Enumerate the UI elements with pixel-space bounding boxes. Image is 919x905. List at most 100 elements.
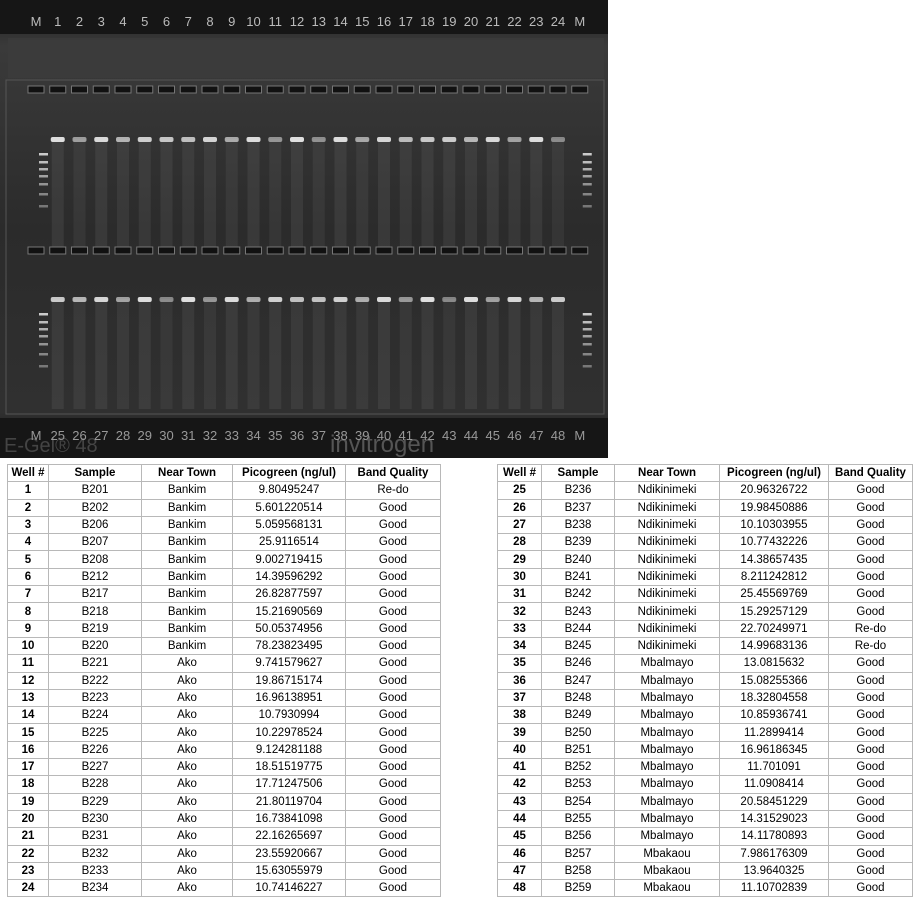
ladder-band <box>582 365 592 368</box>
lane-label: 19 <box>442 14 456 29</box>
lane-label: M <box>31 14 42 29</box>
smear <box>378 139 390 249</box>
table-cell: 4 <box>7 533 49 552</box>
smear <box>399 299 412 409</box>
table-cell: Ako <box>141 758 233 777</box>
band <box>398 297 413 302</box>
table-cell: 14.11780893 <box>719 827 829 846</box>
ladder-band <box>39 205 48 208</box>
table-cell: Good <box>828 654 913 673</box>
table-cell: 5.059568131 <box>232 515 346 535</box>
table-cell: 14.99683136 <box>719 636 829 656</box>
table-cell: 26.82877597 <box>232 585 346 604</box>
table-cell: 10.10303955 <box>719 515 829 535</box>
table-cell: B227 <box>48 758 142 777</box>
lane-label: M <box>574 14 585 29</box>
table-cell: Re-do <box>345 481 441 500</box>
table-cell: 14.39596292 <box>232 567 346 587</box>
lane-label: M <box>31 428 42 443</box>
table-cell: Mbakaou <box>614 879 720 898</box>
table-cell: 35 <box>497 654 542 673</box>
table-row: 30 B241 Ndikinimeki 8.211242812 Good <box>497 567 913 587</box>
band <box>50 137 65 142</box>
table-cell: 50.05374956 <box>232 619 346 638</box>
band <box>529 137 544 142</box>
table-row: 42 B253 Mbalmayo 11.0908414 Good <box>497 775 913 794</box>
table-cell: B249 <box>541 706 615 725</box>
smear <box>465 139 477 249</box>
lane-label: 24 <box>551 14 565 29</box>
brand-left: E-Gel® 48 <box>4 435 98 457</box>
well <box>506 246 523 255</box>
table-cell: 20 <box>7 809 49 829</box>
lane-label: 20 <box>464 14 478 29</box>
table-cell: 13.0815632 <box>719 654 829 673</box>
band <box>377 137 391 142</box>
table-cell: 10 <box>7 636 49 656</box>
well <box>484 85 502 94</box>
well <box>462 85 480 94</box>
lane-label: 3 <box>98 14 105 29</box>
ladder-band <box>582 328 592 331</box>
table-cell: Good <box>828 740 913 760</box>
table-cell: B255 <box>541 809 615 829</box>
table-cell: 41 <box>497 758 542 777</box>
smear <box>530 299 543 409</box>
table-row: 17 B227 Ako 18.51519775 Good <box>7 758 441 777</box>
table-cell: B248 <box>541 688 615 708</box>
table-cell: Good <box>828 723 913 742</box>
smear <box>247 139 260 249</box>
lane-label: 37 <box>312 428 326 443</box>
band <box>507 137 522 142</box>
column-header: Picogreen (ng/ul) <box>719 463 829 483</box>
table-cell: Good <box>828 844 913 863</box>
table-cell: 9 <box>7 619 49 638</box>
well <box>353 246 371 255</box>
table-cell: Good <box>345 723 441 742</box>
table-cell: 1 <box>7 481 49 500</box>
table-cell: Ako <box>141 740 233 760</box>
table-cell: Good <box>345 636 441 656</box>
table-cell: B253 <box>541 775 615 794</box>
table-cell: Good <box>345 809 441 829</box>
band <box>268 137 283 142</box>
lane-label: 25 <box>51 428 65 443</box>
table-cell: Good <box>345 567 441 587</box>
table-cell: B230 <box>48 809 142 829</box>
lane-label: 17 <box>399 14 413 29</box>
table-row: 19 B229 Ako 21.80119704 Good <box>7 792 441 811</box>
table-row: 28 B239 Ndikinimeki 10.77432226 Good <box>497 533 913 552</box>
table-row: 46 B257 Mbakaou 7.986176309 Good <box>497 844 913 863</box>
table-cell: B251 <box>541 740 615 760</box>
lane-label: M <box>574 428 585 443</box>
table-cell: Ako <box>141 706 233 725</box>
lane-label: 7 <box>185 14 192 29</box>
table-cell: 14 <box>7 706 49 725</box>
table-cell: Ndikinimeki <box>614 550 720 569</box>
table-cell: 3 <box>7 515 49 535</box>
table-cell: 22.16265697 <box>232 827 346 846</box>
table-cell: B212 <box>48 567 142 587</box>
table-cell: Ndikinimeki <box>614 585 720 604</box>
table-cell: B226 <box>48 740 142 760</box>
table-cell: 10.85936741 <box>719 706 829 725</box>
well <box>245 246 262 255</box>
band <box>159 137 174 142</box>
band <box>442 137 457 142</box>
lane-label: 40 <box>377 428 391 443</box>
table-cell: B252 <box>541 758 615 777</box>
table-row: 9 B219 Bankim 50.05374956 Good <box>7 619 441 638</box>
smear <box>225 299 238 409</box>
well <box>440 246 458 255</box>
band <box>355 137 370 142</box>
table-cell: 23.55920667 <box>232 844 346 863</box>
table-cell: 10.7930994 <box>232 706 346 725</box>
table-cell: B202 <box>48 498 142 517</box>
smear <box>421 139 434 249</box>
table-row: 27 B238 Ndikinimeki 10.10303955 Good <box>497 515 913 535</box>
well <box>549 85 567 94</box>
table-cell: 18.51519775 <box>232 758 346 777</box>
smear <box>421 299 434 409</box>
table-row: 33 B244 Ndikinimeki 22.70249971 Re-do <box>497 619 913 638</box>
